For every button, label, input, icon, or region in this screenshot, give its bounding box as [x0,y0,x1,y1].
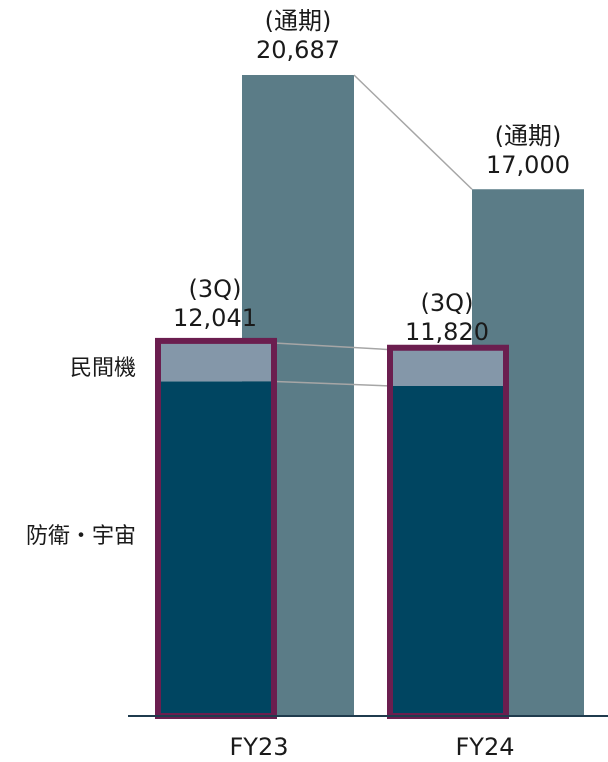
defense-space-segment-fy23 [160,381,272,716]
full-year-period-label-fy24: (通期) [495,122,562,150]
segment-label-defense: 防衛・宇宙 [26,524,136,549]
full-year-value-label-fy24: 17,000 [486,151,570,179]
q3-total-label-fy23: 12,041 [173,304,257,332]
q3-total-label-fy24: 11,820 [405,318,489,346]
full-year-value-label-fy23: 20,687 [256,36,340,64]
full-year-period-label-fy23: (通期) [265,7,332,35]
q3-period-label-fy23: (3Q) [189,275,242,303]
defense-space-segment-fy24 [392,386,504,716]
category-label-fy23: FY23 [229,733,288,761]
category-label-fy24: FY24 [455,733,514,761]
connector-full-year [353,74,473,190]
connector-q3-total [271,342,393,351]
q3-period-label-fy24: (3Q) [421,289,474,317]
connector-segment-split [271,380,393,387]
civil-aircraft-segment-fy23 [160,342,272,382]
civil-aircraft-segment-fy24 [392,349,504,387]
segment-label-civil: 民間機 [70,356,136,381]
